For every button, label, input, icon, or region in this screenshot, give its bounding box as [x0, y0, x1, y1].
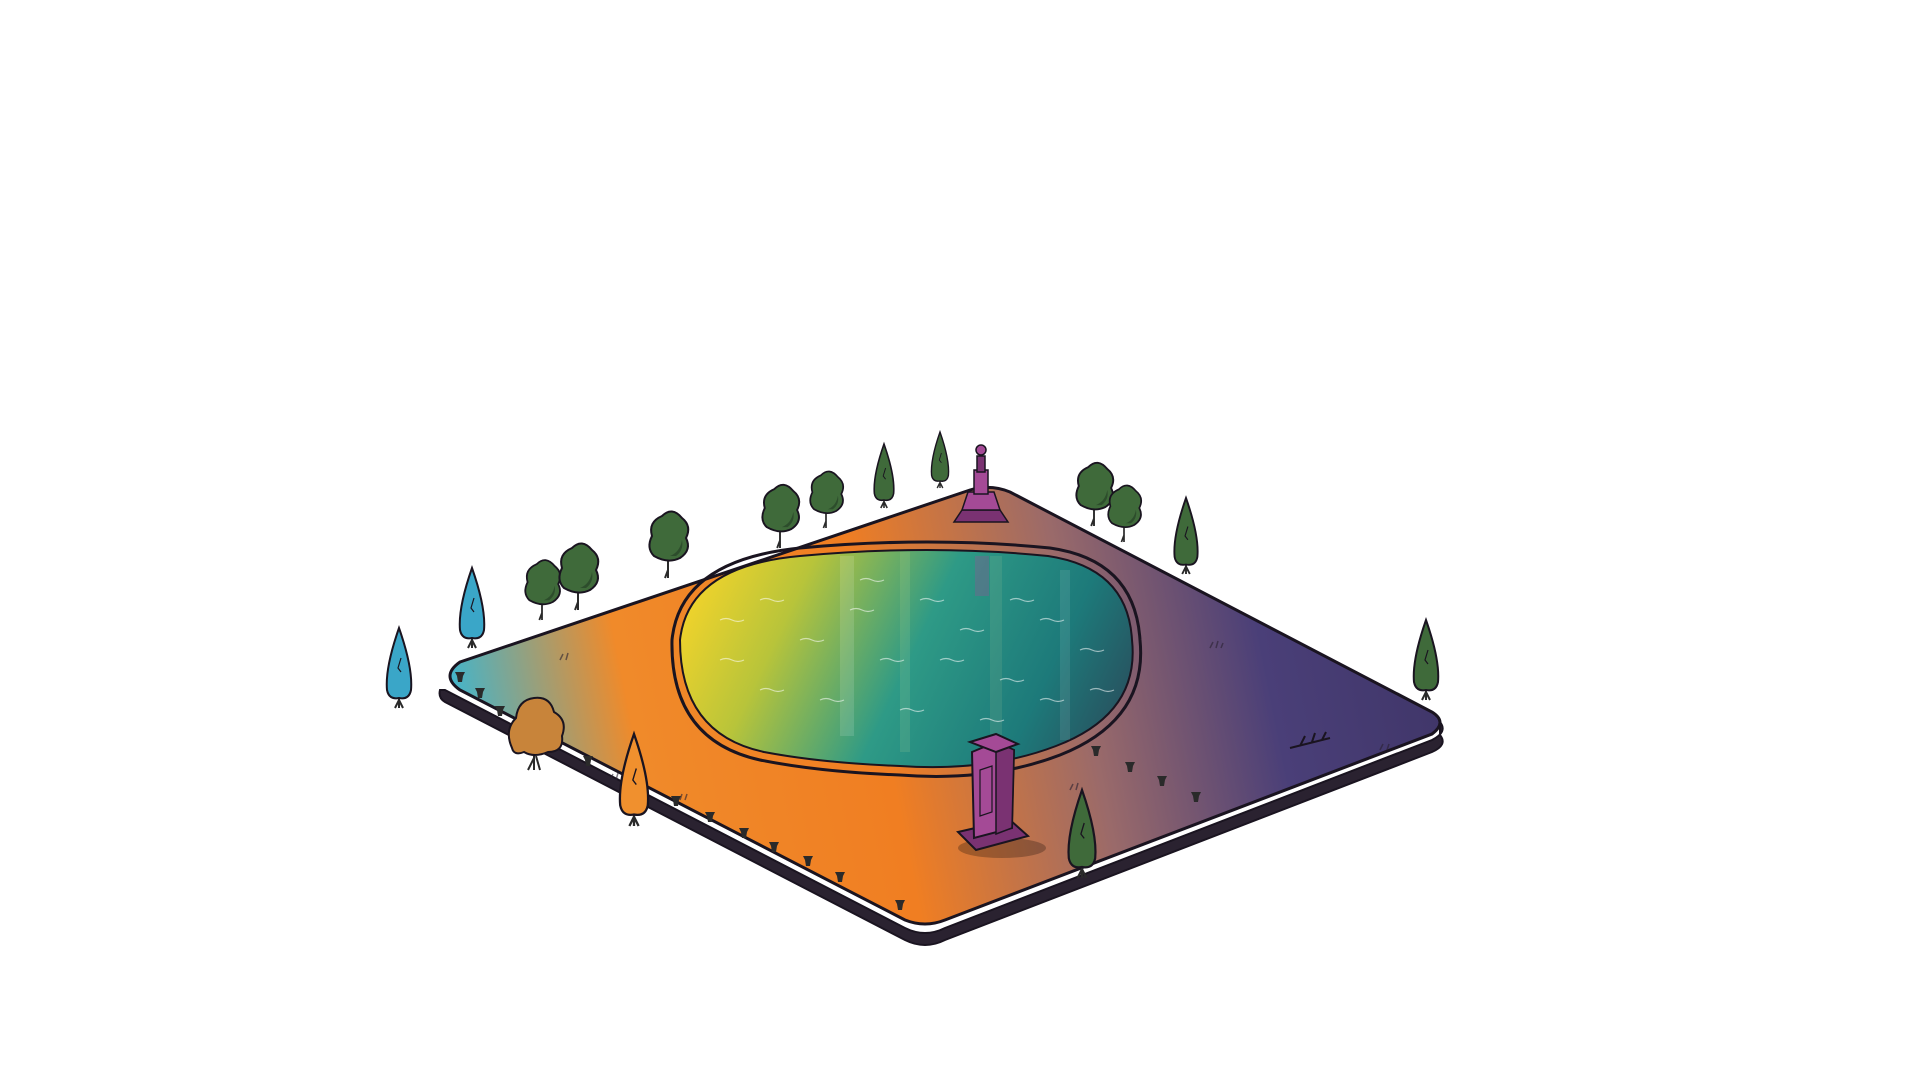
- cypress-tree: [1412, 616, 1440, 701]
- bollard: [1191, 792, 1201, 802]
- pond-ripple: [859, 577, 885, 583]
- cypress-tree: [385, 624, 413, 709]
- bollard: [1091, 746, 1101, 756]
- bollards-group: [455, 672, 1201, 910]
- grass-tufts: [559, 640, 1390, 801]
- pond-ripples: [719, 577, 1115, 723]
- cypress-tree: [1173, 495, 1199, 575]
- pond-ripple: [979, 717, 1005, 723]
- pond-ripple: [719, 657, 745, 663]
- bollard: [455, 672, 465, 682]
- obelisk-plinth[interactable]: [956, 732, 1046, 858]
- fallen-branch: [1289, 731, 1331, 749]
- trees-group: [385, 429, 1440, 879]
- pond-reflections: [840, 552, 1070, 756]
- round-tree: [809, 470, 845, 529]
- pond-ripple: [1089, 687, 1115, 693]
- bollard: [705, 812, 715, 822]
- bollard: [583, 756, 593, 766]
- pond-ripple: [919, 597, 945, 603]
- round-tree: [648, 510, 690, 579]
- pond-ripple: [759, 597, 785, 603]
- bollard: [895, 900, 905, 910]
- pond-ripple: [799, 637, 825, 643]
- pond-ripple: [899, 707, 925, 713]
- bollard: [1125, 762, 1135, 772]
- pond-rim: [670, 540, 1143, 778]
- pond-ripple: [819, 697, 845, 703]
- cypress-tree: [930, 429, 950, 489]
- cypress-tree: [618, 730, 650, 827]
- pond-ripple: [879, 657, 905, 663]
- bollard: [1157, 776, 1167, 786]
- round-tree: [1075, 461, 1115, 527]
- round-tree: [558, 542, 600, 611]
- ground-slab-edge: [438, 689, 1444, 946]
- statue-column[interactable]: [952, 444, 1010, 523]
- pond-ripple: [1009, 597, 1035, 603]
- cypress-tree: [458, 564, 486, 649]
- round-tree: [524, 559, 562, 621]
- pond-ripple: [939, 657, 965, 663]
- bollard: [803, 856, 813, 866]
- cypress-tree: [873, 441, 895, 509]
- bollard: [739, 828, 749, 838]
- bollard: [835, 872, 845, 882]
- round-tree: [1107, 484, 1143, 543]
- round-tree: [761, 483, 801, 549]
- bollard: [475, 688, 485, 698]
- bollard: [671, 796, 681, 806]
- pond-water[interactable]: [678, 549, 1134, 769]
- bollard: [769, 842, 779, 852]
- pond-ripple: [759, 687, 785, 693]
- pond-ripple: [999, 677, 1025, 683]
- pond-ripple: [959, 627, 985, 633]
- pond-ripple: [849, 607, 875, 613]
- autumn-bush: [507, 696, 565, 771]
- pond-ripple: [1079, 647, 1105, 653]
- cypress-tree: [1067, 786, 1097, 879]
- bollard: [495, 706, 505, 716]
- pond-ripple: [719, 617, 745, 623]
- pond-ripple: [1039, 697, 1065, 703]
- pond-ripple: [1039, 617, 1065, 623]
